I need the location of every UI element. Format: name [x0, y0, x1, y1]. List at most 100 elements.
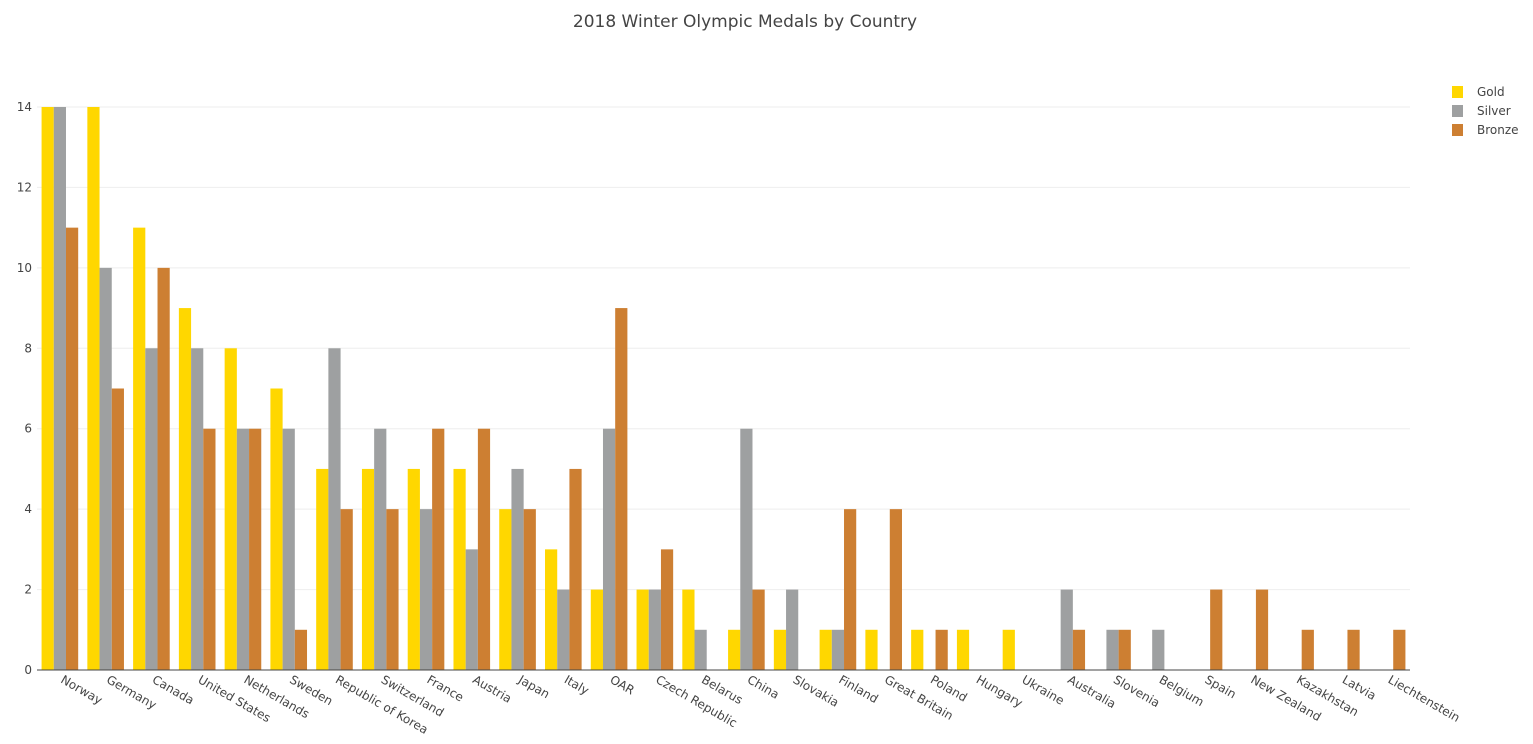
x-tick-label: Ukraine — [1019, 672, 1066, 707]
bar-bronze-liechtenstein[interactable] — [1393, 629, 1406, 670]
bar-gold-germany[interactable] — [87, 107, 100, 670]
bar-gold-norway[interactable] — [41, 107, 54, 670]
bar-silver-oar[interactable] — [602, 428, 616, 670]
x-tick-label: Hungary — [974, 672, 1025, 710]
bar-gold-slovakia[interactable] — [773, 629, 787, 670]
bar-silver-slovakia[interactable] — [786, 589, 799, 670]
bar-silver-slovenia[interactable] — [1106, 629, 1119, 670]
x-tick-label: Finland — [836, 672, 880, 706]
x-tick-label: Japan — [515, 672, 552, 701]
bar-gold-oar[interactable] — [590, 589, 603, 670]
bar-silver-italy[interactable] — [557, 589, 570, 670]
bar-gold-italy[interactable] — [545, 549, 558, 670]
bar-bronze-germany[interactable] — [111, 388, 124, 671]
bar-silver-sweden[interactable] — [282, 428, 295, 670]
legend-swatch — [1452, 105, 1463, 117]
bar-gold-republic-of-korea[interactable] — [316, 468, 329, 670]
bar-silver-france[interactable] — [419, 509, 433, 670]
y-tick-label: 10 — [17, 261, 32, 275]
legend-swatch — [1452, 86, 1463, 98]
bar-bronze-slovenia[interactable] — [1118, 629, 1131, 670]
bar-bronze-norway[interactable] — [65, 227, 79, 670]
legend-label: Silver — [1477, 104, 1511, 118]
bar-silver-norway[interactable] — [53, 107, 66, 670]
bar-silver-finland[interactable] — [831, 629, 845, 670]
bar-silver-china[interactable] — [740, 428, 753, 670]
bar-gold-canada[interactable] — [133, 227, 146, 670]
legend-item-silver[interactable]: Silver — [1452, 104, 1511, 118]
bar-bronze-sweden[interactable] — [294, 629, 308, 670]
bar-silver-czech-republic[interactable] — [648, 589, 661, 670]
bar-gold-japan[interactable] — [499, 509, 512, 670]
bar-gold-great-britain[interactable] — [865, 629, 878, 670]
bar-gold-netherlands[interactable] — [224, 348, 237, 670]
bar-bronze-australia[interactable] — [1072, 629, 1086, 670]
bar-gold-hungary[interactable] — [956, 629, 970, 670]
chart-title: 2018 Winter Olympic Medals by Country — [573, 12, 917, 32]
legend-item-bronze[interactable]: Bronze — [1452, 123, 1519, 137]
bar-bronze-switzerland[interactable] — [386, 509, 399, 670]
x-tick-label: Czech Republic — [653, 672, 739, 730]
x-tick-label: Australia — [1065, 672, 1118, 711]
bar-silver-switzerland[interactable] — [374, 428, 387, 670]
bar-gold-united-states[interactable] — [178, 308, 192, 670]
legend-label: Gold — [1477, 85, 1505, 99]
bar-bronze-czech-republic[interactable] — [660, 549, 674, 670]
bar-bronze-latvia[interactable] — [1347, 629, 1360, 670]
bar-bronze-netherlands[interactable] — [249, 428, 262, 670]
bar-gold-ukraine[interactable] — [1002, 629, 1015, 670]
bar-gold-france[interactable] — [407, 468, 420, 670]
bar-silver-australia[interactable] — [1060, 589, 1073, 670]
bar-bronze-france[interactable] — [432, 428, 445, 670]
y-tick-label: 2 — [24, 583, 32, 597]
y-tick-label: 8 — [24, 341, 32, 355]
legend-item-gold[interactable]: Gold — [1452, 85, 1505, 99]
bar-gold-sweden[interactable] — [270, 388, 283, 671]
x-tick-label: Belgium — [1157, 672, 1207, 709]
y-axis-ticks: 0 2 4 6 8 10 12 14 — [17, 100, 32, 677]
bar-bronze-oar[interactable] — [615, 308, 628, 670]
x-tick-label: Italy — [562, 672, 592, 697]
bar-bronze-japan[interactable] — [523, 509, 536, 670]
bar-gold-switzerland[interactable] — [361, 468, 375, 670]
bar-bronze-italy[interactable] — [569, 468, 582, 670]
bar-bronze-poland[interactable] — [935, 629, 948, 670]
bar-silver-united-states[interactable] — [191, 348, 204, 670]
bar-bronze-china[interactable] — [752, 589, 765, 670]
bar-bronze-united-states[interactable] — [203, 428, 216, 670]
bar-gold-china[interactable] — [728, 629, 741, 670]
bar-bronze-austria[interactable] — [477, 428, 491, 670]
bar-bronze-canada[interactable] — [157, 267, 170, 670]
bar-bronze-finland[interactable] — [844, 509, 857, 670]
bar-gold-czech-republic[interactable] — [636, 589, 649, 670]
bar-bronze-kazakhstan[interactable] — [1301, 629, 1314, 670]
bar-silver-japan[interactable] — [511, 468, 524, 670]
bar-silver-belarus[interactable] — [694, 629, 707, 670]
bar-silver-canada[interactable] — [145, 348, 158, 670]
bar-gold-austria[interactable] — [453, 468, 466, 670]
bar-silver-republic-of-korea[interactable] — [328, 348, 341, 670]
x-tick-label: OAR — [608, 672, 637, 697]
bar-bronze-republic-of-korea[interactable] — [340, 509, 353, 670]
bar-bronze-spain[interactable] — [1210, 589, 1223, 670]
bar-bronze-new-zealand[interactable] — [1255, 589, 1269, 670]
y-tick-label: 6 — [24, 422, 32, 436]
bar-gold-finland[interactable] — [819, 629, 832, 670]
bar-silver-austria[interactable] — [465, 549, 478, 670]
bar-bronze-great-britain[interactable] — [889, 509, 902, 670]
x-tick-label: Liechtenstein — [1386, 672, 1463, 724]
legend[interactable]: Gold Silver Bronze — [1452, 85, 1519, 137]
bar-gold-poland[interactable] — [911, 629, 924, 670]
x-tick-label: Slovakia — [791, 672, 842, 709]
bar-gold-belarus[interactable] — [682, 589, 695, 670]
gridlines — [37, 106, 1410, 591]
x-tick-label: Germany — [104, 672, 159, 712]
bar-silver-belgium[interactable] — [1152, 629, 1165, 670]
x-tick-label: China — [745, 672, 782, 701]
bar-silver-germany[interactable] — [99, 267, 112, 670]
legend-swatch — [1452, 124, 1463, 136]
bar-silver-netherlands[interactable] — [236, 428, 250, 670]
bars — [41, 107, 1406, 671]
